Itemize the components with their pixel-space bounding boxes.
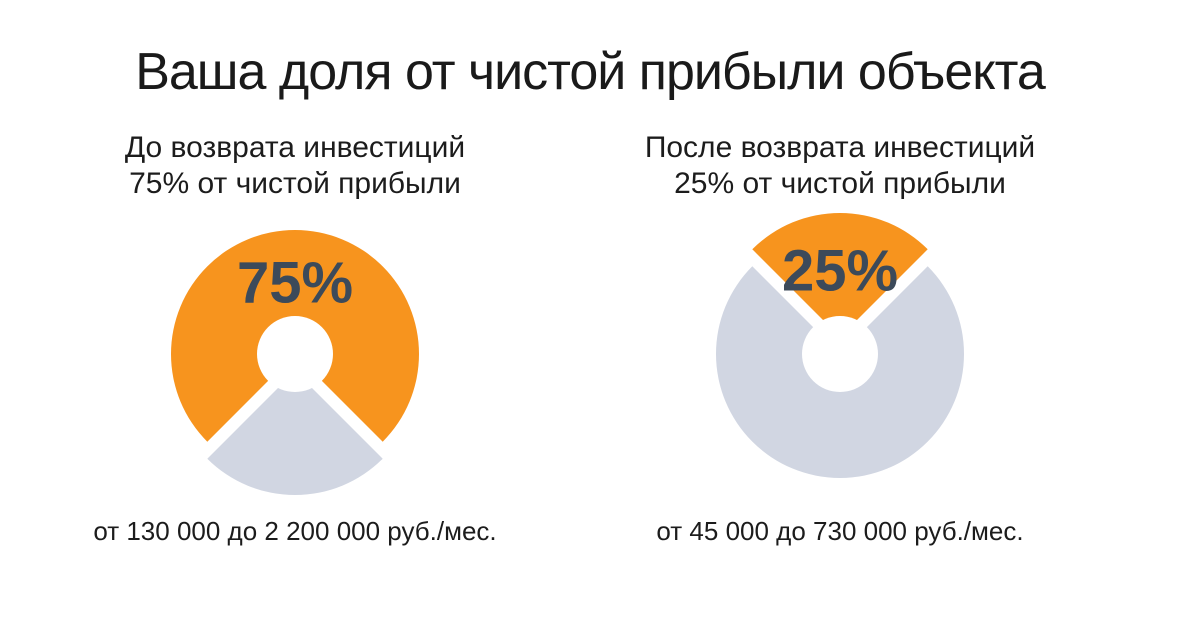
income-range-after: от 45 000 до 730 000 руб./мес. — [656, 516, 1024, 546]
income-range-before: от 130 000 до 2 200 000 руб./мес. — [93, 516, 497, 546]
page-title: Ваша доля от чистой прибыли объекта — [135, 43, 1046, 101]
donut-hole — [802, 316, 878, 392]
subtitle-line-1: До возврата инвестиций — [124, 131, 466, 164]
panel-after-subtitle: После возврата инвестиций 25% от чистой … — [645, 130, 1035, 202]
subtitle-line-2: 75% от чистой прибыли — [129, 167, 461, 200]
panel-after-payback: После возврата инвестиций 25% от чистой … — [600, 130, 1080, 547]
subtitle-line-1: После возврата инвестиций — [644, 131, 1036, 164]
donut-chart-before-payback: 75% — [171, 230, 419, 496]
panel-before-payback: До возврата инвестиций 75% от чистой при… — [55, 130, 535, 547]
percent-label-after: 25% — [782, 239, 898, 304]
donut-exploded-slice — [752, 212, 928, 337]
donut-chart-after-payback: 25% — [716, 212, 964, 478]
percent-label-before: 75% — [237, 251, 353, 316]
donut-hole — [257, 316, 333, 392]
donut-exploded-slice — [207, 371, 383, 496]
subtitle-line-2: 25% от чистой прибыли — [674, 167, 1006, 200]
infographic-profit-share: Ваша доля от чистой прибыли объекта До в… — [0, 42, 1180, 547]
charts-row: До возврата инвестиций 75% от чистой при… — [0, 130, 1180, 547]
panel-before-subtitle: До возврата инвестиций 75% от чистой при… — [125, 130, 465, 202]
